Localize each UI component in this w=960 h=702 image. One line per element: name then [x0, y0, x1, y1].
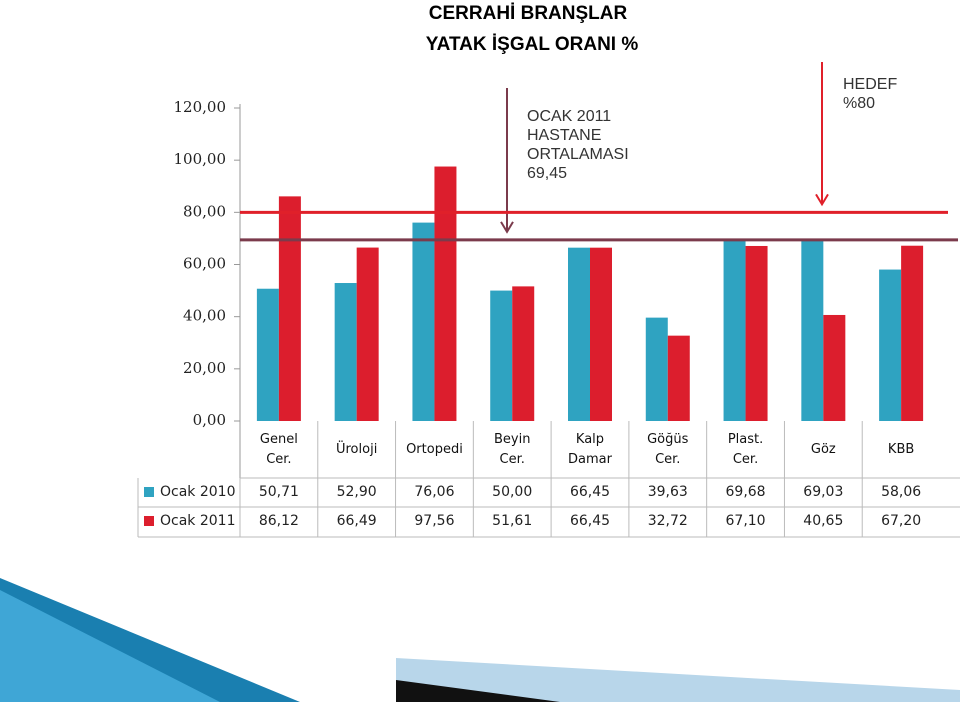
data-label: 39,63 — [648, 484, 688, 500]
bar — [645, 317, 668, 421]
bar — [334, 283, 357, 421]
data-label: 66,45 — [570, 513, 610, 529]
x-tick-label: KBB — [887, 442, 915, 457]
x-tick-label: Plast. Cer. — [727, 432, 764, 467]
chart-subtitle: YATAK İŞGAL ORANI % — [426, 34, 639, 55]
data-label: 32,72 — [648, 513, 688, 529]
decoration — [396, 658, 960, 702]
x-tick-label: Kalp Damar — [568, 432, 612, 467]
x-tick-label: Üroloji — [335, 442, 378, 457]
data-label: 50,71 — [259, 484, 299, 500]
data-label: 58,06 — [881, 484, 921, 500]
bar — [667, 335, 690, 421]
annotation: HEDEF — [843, 76, 897, 93]
bar — [801, 240, 824, 421]
bar — [356, 247, 379, 421]
bar — [278, 196, 301, 421]
data-label: 76,06 — [414, 484, 454, 500]
annotation: 69,45 — [527, 165, 567, 182]
data-label: 52,90 — [337, 484, 377, 500]
data-label: 50,00 — [492, 484, 532, 500]
legend-label: Ocak 2010 — [160, 484, 235, 500]
data-label: 69,03 — [803, 484, 843, 500]
annotation: ORTALAMASI — [527, 146, 629, 163]
annotation: OCAK 2011 — [527, 108, 611, 125]
y-tick-label: 120,00 — [174, 98, 227, 116]
bar — [723, 239, 746, 421]
bar — [879, 269, 902, 421]
y-tick-label: 100,00 — [174, 150, 227, 168]
data-label: 97,56 — [414, 513, 454, 529]
decoration — [0, 590, 220, 702]
bar — [256, 288, 279, 421]
annotation: %80 — [843, 95, 875, 112]
bar — [568, 247, 590, 421]
bar — [745, 245, 768, 421]
x-tick-label: Göğüs Cer. — [647, 432, 689, 467]
x-tick-label: Beyin Cer. — [493, 432, 531, 467]
chart-title: CERRAHİ BRANŞLAR — [429, 3, 628, 24]
y-tick-label: 0,00 — [193, 411, 226, 429]
bar — [412, 222, 435, 421]
bar — [490, 290, 513, 421]
data-label: 66,45 — [570, 484, 610, 500]
x-tick-label: Genel Cer. — [259, 432, 298, 467]
data-label: 67,10 — [726, 513, 766, 529]
data-label: 67,20 — [881, 513, 921, 529]
x-tick-label: Göz — [810, 442, 836, 457]
y-tick-label: 80,00 — [183, 202, 226, 220]
data-label: 51,61 — [492, 513, 532, 529]
bar — [512, 286, 535, 421]
annotation-arrow-head — [815, 193, 829, 207]
bar — [901, 245, 924, 421]
decoration — [396, 680, 560, 702]
bar — [823, 314, 846, 421]
y-tick-label: 40,00 — [183, 307, 226, 325]
legend-swatch — [144, 487, 154, 497]
data-label: 40,65 — [803, 513, 843, 529]
data-label: 86,12 — [259, 513, 299, 529]
y-tick-label: 60,00 — [183, 255, 226, 273]
legend-label: Ocak 2011 — [160, 513, 235, 529]
x-tick-label: Ortopedi — [406, 442, 463, 457]
annotation: HASTANE — [527, 127, 601, 144]
data-label: 69,68 — [726, 484, 766, 500]
bar — [590, 247, 612, 421]
y-tick-label: 20,00 — [183, 359, 226, 377]
bar — [434, 166, 457, 421]
annotation-arrow-head — [500, 221, 514, 234]
legend-swatch — [144, 516, 154, 526]
data-label: 66,49 — [337, 513, 377, 529]
